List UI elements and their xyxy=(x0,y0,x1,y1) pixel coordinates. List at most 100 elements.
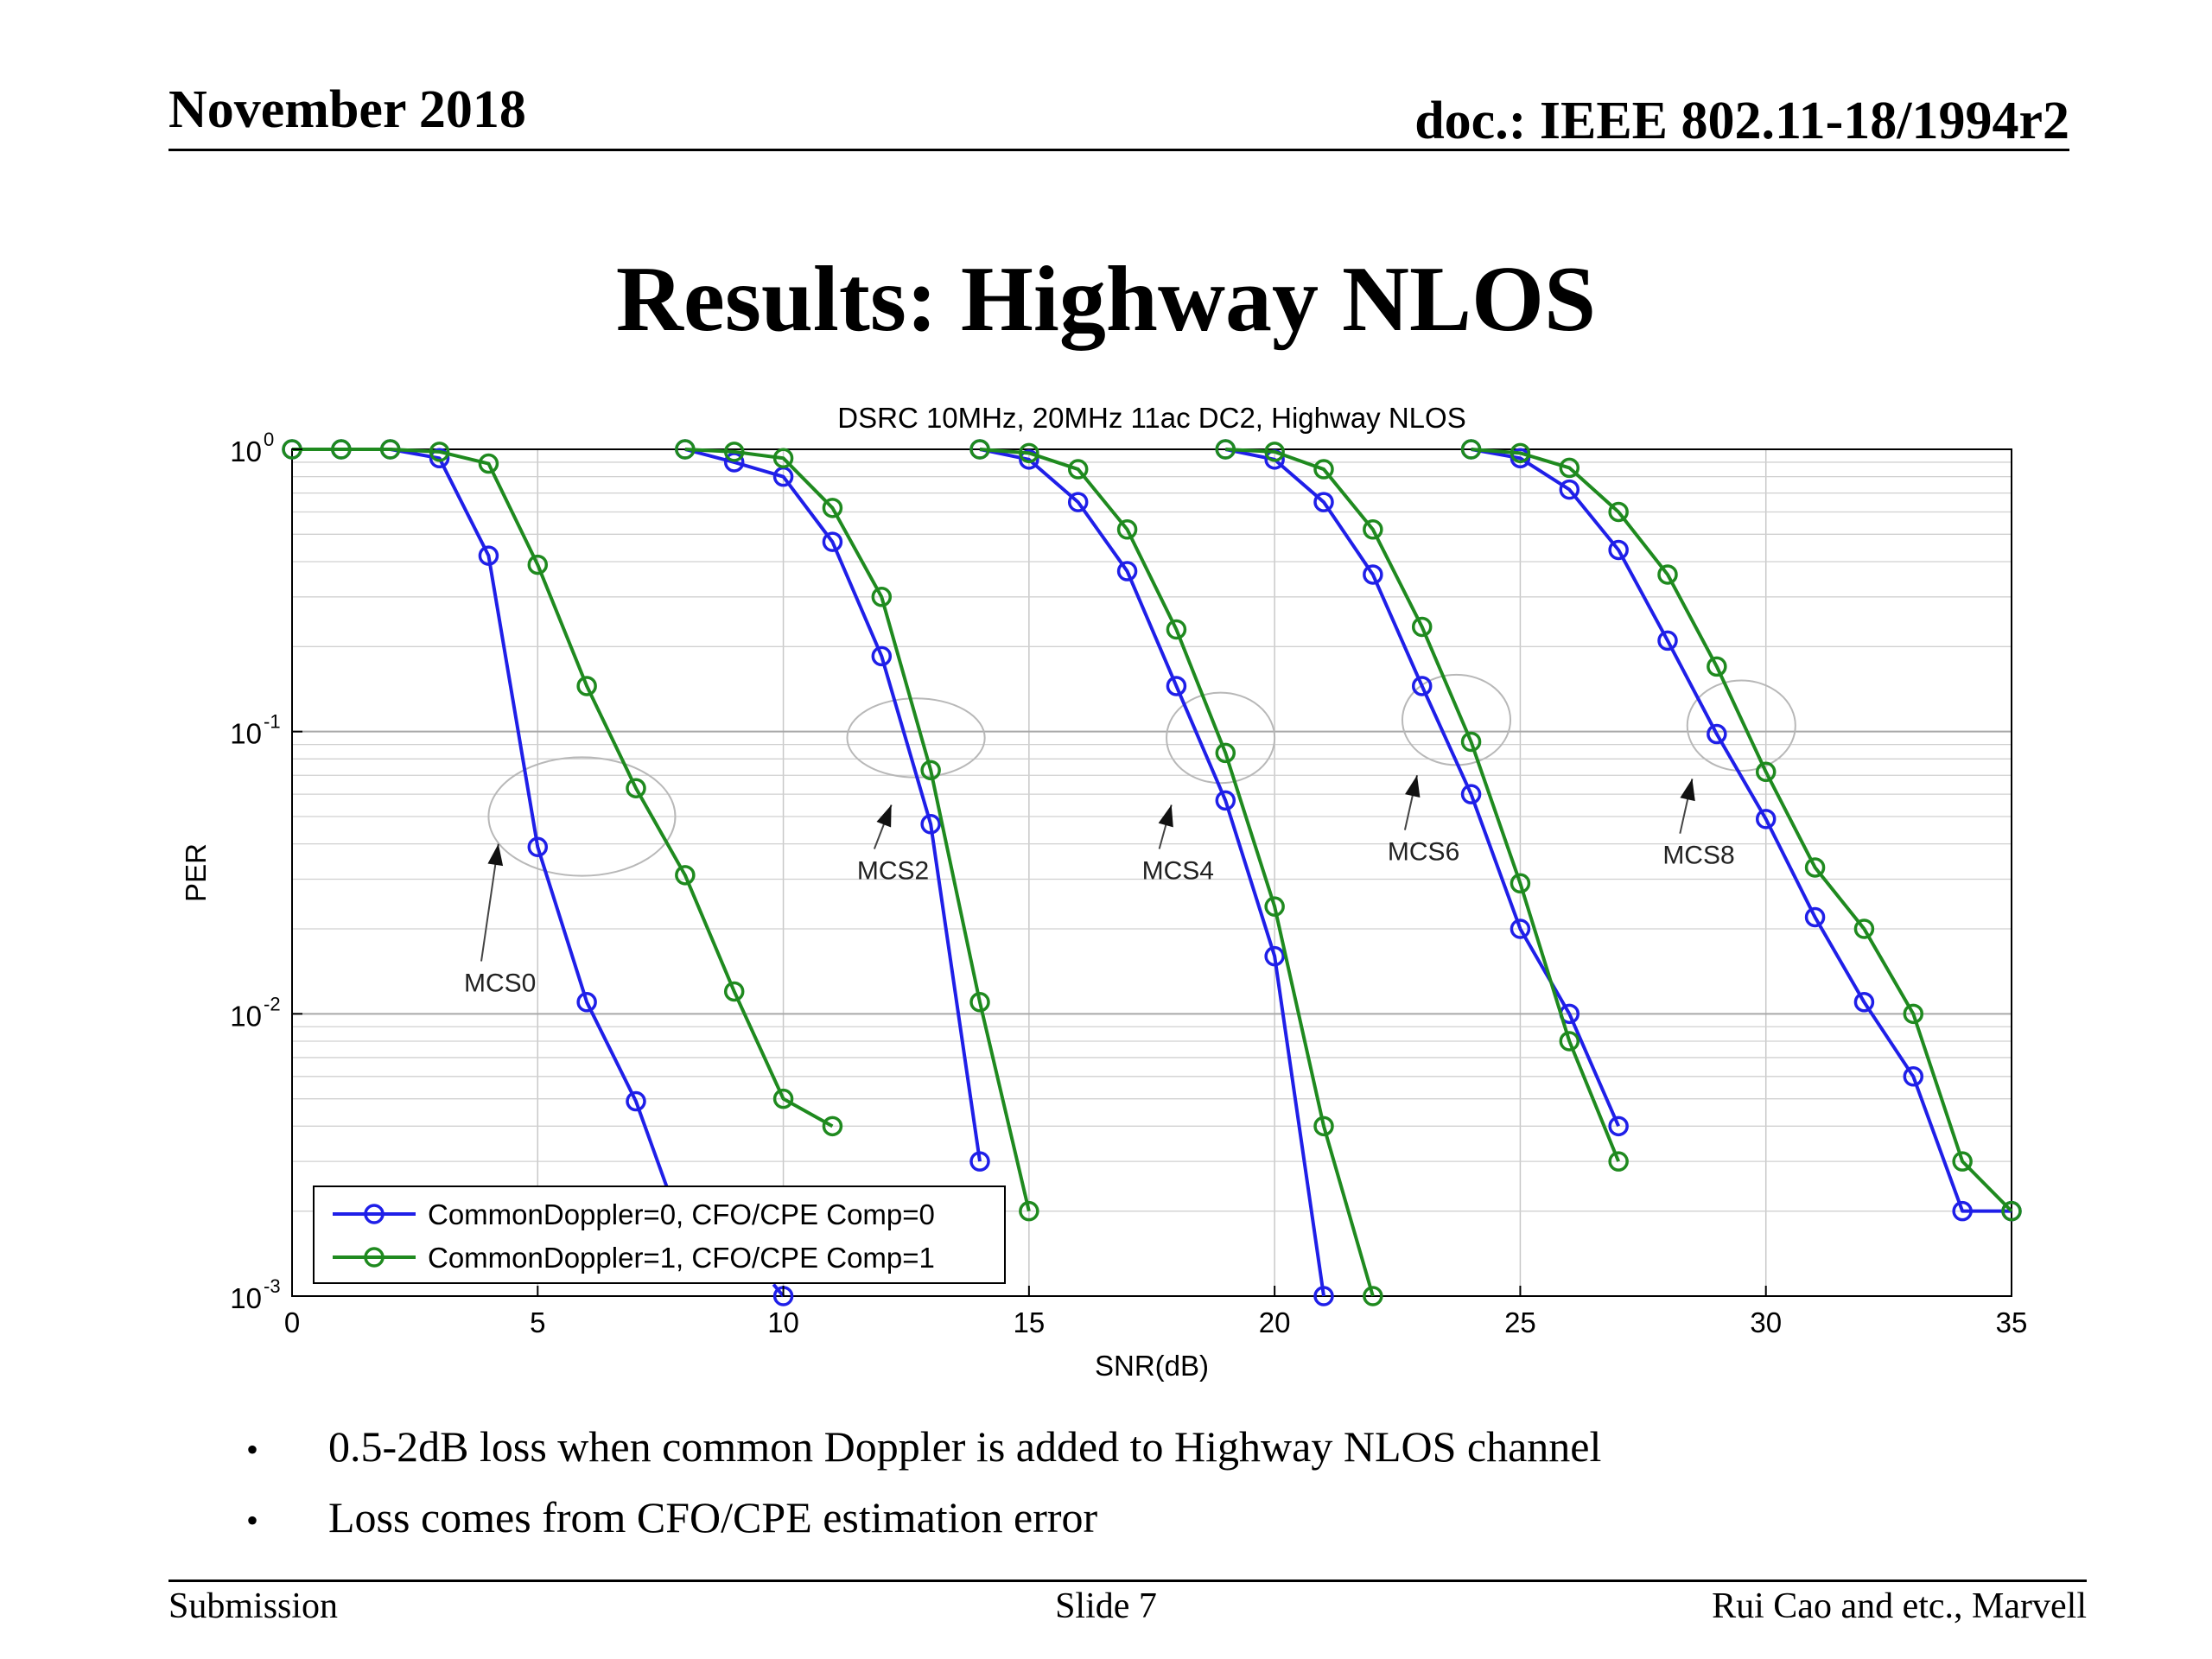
data-point xyxy=(1755,809,1777,830)
annotation-label-mcs2: MCS2 xyxy=(857,856,929,885)
data-point xyxy=(723,981,745,1002)
data-point xyxy=(1707,656,1727,677)
arrowhead-icon xyxy=(1405,775,1421,798)
data-point xyxy=(1657,564,1678,585)
data-point xyxy=(1559,1031,1580,1052)
series-line xyxy=(1471,448,2012,1213)
data-point xyxy=(675,865,696,886)
footer-divider xyxy=(168,1580,2087,1582)
x-tick-label: 20 xyxy=(1259,1306,1291,1338)
arrowhead-icon xyxy=(1680,779,1695,802)
footer-author: Rui Cao and etc., Marvell xyxy=(1712,1586,2087,1626)
data-point xyxy=(1116,519,1138,540)
series-1 xyxy=(282,439,2022,1306)
data-point xyxy=(772,1088,794,1109)
bullet-dot-icon: • xyxy=(246,1501,259,1540)
data-point xyxy=(1264,945,1285,967)
y-tick-exponent: -1 xyxy=(264,711,281,733)
data-point xyxy=(969,992,990,1013)
plot-area xyxy=(291,448,2012,1297)
data-point xyxy=(576,992,597,1013)
data-point xyxy=(379,439,401,460)
data-point xyxy=(1608,539,1629,561)
data-point xyxy=(1067,459,1089,480)
x-tick-label: 5 xyxy=(530,1306,545,1338)
bullet-item: • Loss comes from CFO/CPE estimation err… xyxy=(246,1492,1601,1563)
data-point xyxy=(1755,761,1777,783)
x-tick-label: 30 xyxy=(1750,1306,1782,1338)
bullet-item: • 0.5-2dB loss when common Doppler is ad… xyxy=(246,1421,1601,1492)
data-point xyxy=(675,439,696,460)
series-line xyxy=(684,448,1031,1212)
x-tick-label: 0 xyxy=(284,1306,300,1338)
data-point xyxy=(626,778,646,798)
x-tick-label: 15 xyxy=(1013,1306,1045,1338)
data-point xyxy=(1313,492,1334,512)
data-point xyxy=(1411,616,1433,638)
bullet-list: • 0.5-2dB loss when common Doppler is ad… xyxy=(246,1421,1601,1563)
data-point xyxy=(1411,676,1433,696)
data-point xyxy=(822,531,843,552)
data-point xyxy=(1215,439,1236,460)
arrowhead-icon xyxy=(1158,804,1173,828)
data-point xyxy=(2001,1200,2022,1222)
x-tick-label: 25 xyxy=(1504,1306,1536,1338)
data-point xyxy=(1116,561,1138,582)
header-date: November 2018 xyxy=(168,80,526,139)
y-tick-label: 10 xyxy=(230,1000,262,1032)
data-point xyxy=(1215,790,1236,811)
series-line xyxy=(292,448,683,1225)
header-divider xyxy=(168,149,2069,151)
data-point xyxy=(1608,501,1629,523)
data-point xyxy=(822,1116,843,1137)
legend-marker-1 xyxy=(364,1247,385,1268)
data-point xyxy=(969,1151,990,1172)
data-point xyxy=(1804,906,1826,928)
data-point xyxy=(1608,1151,1629,1172)
annotation-label-mcs8: MCS8 xyxy=(1662,842,1734,870)
legend-box xyxy=(313,1185,1006,1284)
data-point xyxy=(1166,676,1187,696)
series-line xyxy=(979,448,1325,1297)
annotation-ellipse xyxy=(1166,691,1276,785)
data-point xyxy=(576,676,597,696)
series-line xyxy=(1225,448,1620,1162)
data-point xyxy=(1952,1151,1973,1172)
data-point xyxy=(1657,630,1678,652)
data-point xyxy=(1853,918,1875,939)
series xyxy=(282,439,2022,1306)
data-point xyxy=(1510,442,1531,464)
data-point xyxy=(1019,442,1039,464)
header-doc-id: doc.: IEEE 802.11-18/1994r2 xyxy=(1414,92,2069,150)
data-point xyxy=(1363,564,1383,585)
data-point xyxy=(1510,873,1531,894)
legend: CommonDoppler=0, CFO/CPE Comp=0 CommonDo… xyxy=(313,1185,1006,1284)
annotation-label-mcs4: MCS4 xyxy=(1142,856,1214,885)
data-point xyxy=(1952,1200,1973,1222)
y-tick-exponent: -3 xyxy=(264,1275,281,1297)
data-point xyxy=(1460,731,1482,753)
data-point xyxy=(1363,519,1383,540)
footer-slide-number: Slide 7 xyxy=(1055,1586,1157,1626)
data-point xyxy=(478,545,499,566)
annotation-ellipse xyxy=(487,756,677,877)
data-point xyxy=(1313,459,1334,480)
data-point xyxy=(1559,479,1580,500)
series-line xyxy=(684,448,982,1162)
data-point xyxy=(871,645,893,667)
bullet-dot-icon: • xyxy=(246,1430,259,1469)
data-point xyxy=(1804,857,1826,878)
arrowhead-icon xyxy=(876,804,892,828)
data-point xyxy=(1264,896,1285,917)
y-tick-exponent: 0 xyxy=(264,429,274,450)
x-tick-label: 10 xyxy=(767,1306,799,1338)
annotation-ellipse xyxy=(846,697,986,779)
y-axis-label: PER xyxy=(180,843,212,902)
chart-title: DSRC 10MHz, 20MHz 11ac DC2, Highway NLOS xyxy=(837,402,1465,434)
data-point xyxy=(1264,442,1285,462)
footer-submission: Submission xyxy=(168,1586,339,1626)
data-point xyxy=(969,439,990,460)
data-point xyxy=(920,814,941,835)
annotation-label-mcs6: MCS6 xyxy=(1388,838,1459,867)
